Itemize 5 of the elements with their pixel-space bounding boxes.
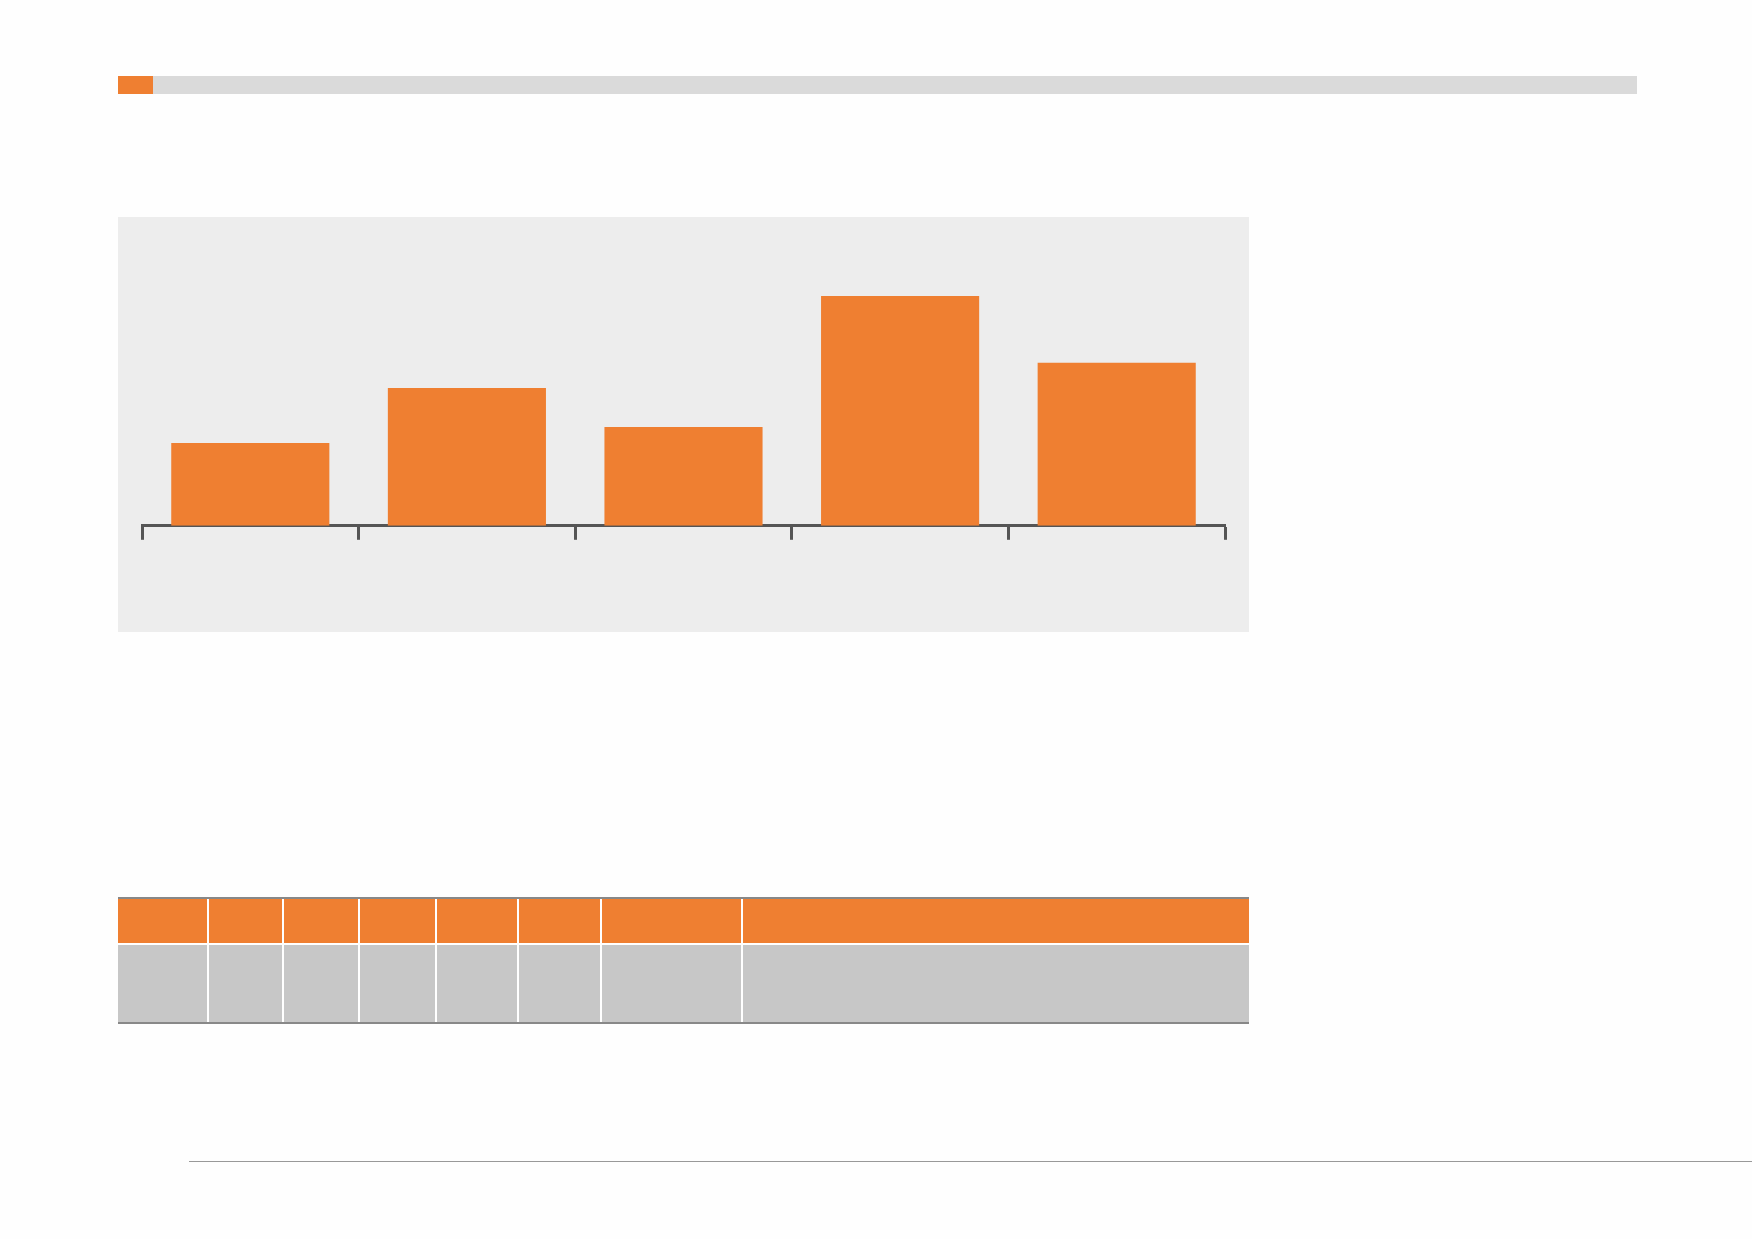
bar	[387, 387, 546, 526]
bar	[821, 296, 980, 526]
bar	[1037, 362, 1196, 526]
bar	[171, 443, 330, 526]
bar	[604, 426, 763, 526]
